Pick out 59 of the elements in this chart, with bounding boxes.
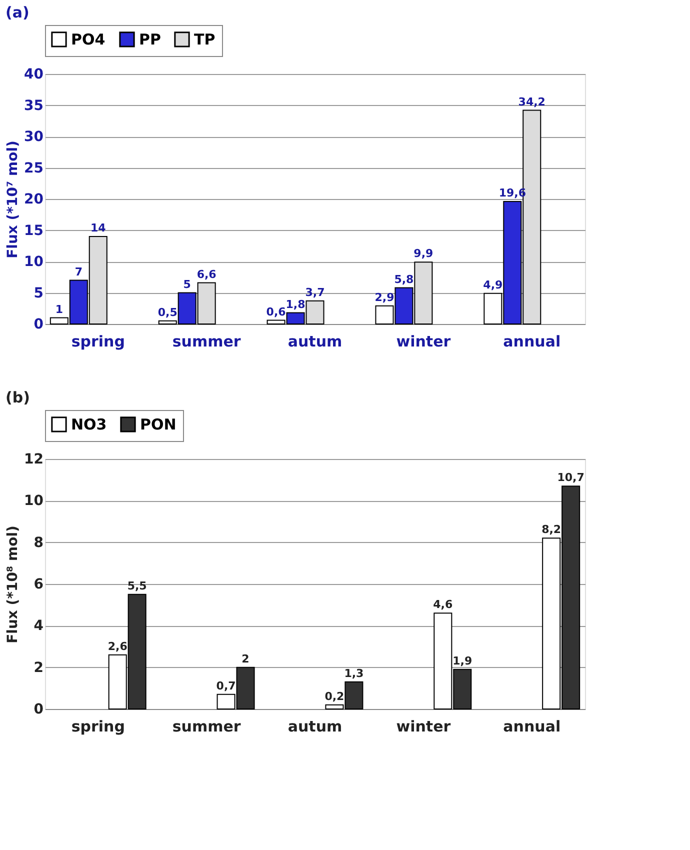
y-tick-label: 30 xyxy=(24,129,44,145)
x-tick-label: spring xyxy=(71,332,125,350)
data-label: 4,9 xyxy=(483,278,503,292)
y-tick-label: 2 xyxy=(34,660,44,676)
y-tick-label: 0 xyxy=(34,702,44,718)
data-label: 14 xyxy=(90,222,106,234)
legend-label: PP xyxy=(139,30,161,48)
legend-label: PO4 xyxy=(71,30,106,48)
data-label: 1,3 xyxy=(344,666,364,680)
data-label: 9,9 xyxy=(414,247,434,260)
x-tick-label: annual xyxy=(503,332,561,350)
x-tick-label: summer xyxy=(172,718,242,736)
data-label: 5,5 xyxy=(127,579,147,592)
x-tick-label: spring xyxy=(71,718,125,736)
y-axis-title: Flux (*10⁸ mol) xyxy=(5,526,22,644)
data-label: 5,8 xyxy=(394,272,414,286)
data-label: 0,5 xyxy=(158,306,178,319)
y-tick-label: 12 xyxy=(24,452,44,468)
legend-label: TP xyxy=(194,30,216,48)
data-label: 5 xyxy=(183,278,191,291)
y-tick-label: 10 xyxy=(24,254,44,270)
data-label: 7 xyxy=(74,265,82,278)
y-tick-label: 0 xyxy=(34,316,44,332)
x-tick-label: summer xyxy=(172,332,242,350)
legend-label: NO3 xyxy=(71,415,107,434)
data-label: 3,7 xyxy=(305,286,325,299)
data-label: 1,9 xyxy=(452,654,472,668)
chart-title: (a) xyxy=(6,4,30,22)
x-tick-label: winter xyxy=(396,718,452,736)
y-tick-label: 20 xyxy=(24,192,44,208)
x-tick-label: annual xyxy=(503,718,561,736)
data-label: 2,9 xyxy=(374,290,394,304)
y-axis-title: Flux (*10⁷ mol) xyxy=(5,140,22,258)
y-tick-label: 10 xyxy=(24,493,44,510)
y-tick-label: 6 xyxy=(34,576,44,592)
data-label: 8,2 xyxy=(542,523,562,536)
data-label: 34,2 xyxy=(518,95,546,108)
y-tick-label: 8 xyxy=(34,534,44,551)
data-label: 1,8 xyxy=(286,298,306,311)
data-label: 0,6 xyxy=(266,305,286,318)
chart-title: (b) xyxy=(6,388,30,406)
legend-label: PON xyxy=(140,415,176,434)
y-tick-label: 15 xyxy=(24,222,44,239)
data-label: 10,7 xyxy=(557,471,584,484)
y-tick-label: 40 xyxy=(24,66,44,82)
data-label: 1 xyxy=(55,302,64,316)
y-tick-label: 35 xyxy=(24,98,44,114)
data-label: 2 xyxy=(242,652,250,666)
y-tick-label: 4 xyxy=(34,618,44,634)
data-label: 4,6 xyxy=(433,598,453,612)
data-label: 6,6 xyxy=(196,268,217,281)
y-tick-label: 25 xyxy=(24,160,44,176)
x-tick-label: autum xyxy=(288,332,342,350)
data-label: 2,6 xyxy=(108,640,128,653)
x-tick-label: winter xyxy=(396,332,452,350)
data-label: 0,2 xyxy=(324,690,344,703)
x-tick-label: autum xyxy=(288,718,342,736)
y-tick-label: 5 xyxy=(34,285,44,302)
data-label: 0,7 xyxy=(216,679,236,692)
